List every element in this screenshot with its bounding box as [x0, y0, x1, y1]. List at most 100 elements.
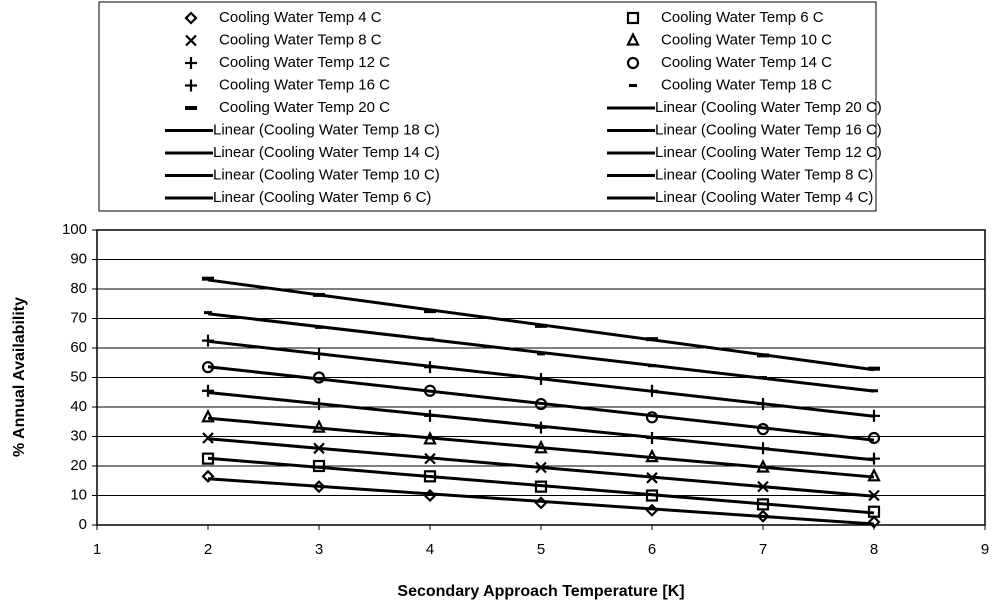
marker: [312, 371, 326, 384]
trendline: [207, 416, 875, 479]
marker-part: [312, 419, 326, 433]
y-tick-label: 10: [70, 486, 87, 503]
marker-part: [201, 361, 215, 374]
marker-part: [867, 431, 881, 445]
marker-part: [424, 452, 436, 465]
legend-label: Cooling Water Temp 6 C: [661, 9, 824, 26]
marker: [201, 408, 215, 423]
x-tick-label: 2: [204, 541, 212, 558]
y-tick-label: 90: [70, 250, 87, 267]
marker: [313, 347, 325, 360]
legend-symbol-part: [185, 34, 197, 47]
marker: [424, 409, 436, 422]
x-tick-label: 1: [93, 541, 101, 558]
legend-label: Linear (Cooling Water Temp 18 C): [213, 121, 440, 138]
marker-part: [312, 480, 326, 494]
marker-part: [534, 439, 548, 454]
legend-symbol: [185, 79, 197, 92]
marker: [867, 515, 881, 529]
marker: [534, 439, 548, 454]
marker-part: [534, 480, 548, 493]
legend-symbol: [185, 34, 197, 47]
legend-symbol-part: [626, 56, 640, 70]
legend-label: Cooling Water Temp 16 C: [219, 76, 390, 93]
legend-label: Linear (Cooling Water Temp 6 C): [213, 189, 431, 206]
marker: [313, 442, 325, 455]
marker: [534, 397, 548, 411]
legend-label: Linear (Cooling Water Temp 14 C): [213, 144, 440, 161]
marker-part: [535, 461, 547, 474]
y-tick-label: 20: [70, 457, 87, 474]
y-tick-label: 100: [62, 221, 87, 238]
legend-label: Cooling Water Temp 18 C: [661, 76, 832, 93]
y-tick-label: 60: [70, 339, 87, 356]
marker: [423, 488, 437, 503]
marker: [646, 384, 658, 397]
marker-part: [534, 496, 548, 510]
marker: [535, 421, 547, 434]
legend-symbol: [626, 56, 640, 70]
x-tick-label: 3: [315, 541, 323, 558]
marker: [202, 432, 214, 444]
x-tick-label: 5: [537, 541, 545, 558]
legend-label: Linear (Cooling Water Temp 16 C): [655, 121, 882, 138]
marker: [645, 503, 659, 517]
legend-symbol-part: [626, 11, 640, 25]
marker: [867, 467, 881, 482]
y-tick-label: 50: [70, 368, 87, 385]
x-tick-label: 9: [981, 541, 989, 558]
marker: [756, 459, 770, 473]
marker-part: [756, 498, 770, 511]
legend-symbol: [184, 11, 198, 25]
marker: [312, 419, 326, 433]
marker: [424, 361, 436, 374]
legend-label: Cooling Water Temp 12 C: [219, 54, 390, 71]
marker-part: [645, 448, 659, 463]
marker: [535, 372, 547, 385]
legend-label: Cooling Water Temp 4 C: [219, 9, 382, 26]
marker: [202, 384, 214, 397]
marker-part: [756, 459, 770, 473]
y-axis-title: % Annual Availability: [11, 297, 28, 457]
marker-part: [868, 489, 880, 502]
marker: [424, 452, 436, 465]
marker: [646, 472, 658, 484]
marker: [645, 489, 659, 502]
marker-part: [756, 509, 770, 523]
y-tick-label: 0: [79, 516, 87, 533]
x-tick-label: 7: [759, 541, 767, 558]
legend-label: Cooling Water Temp 14 C: [661, 54, 832, 71]
marker: [757, 442, 769, 455]
legend-label: Linear (Cooling Water Temp 8 C): [655, 166, 873, 183]
marker-part: [423, 488, 437, 503]
legend-symbol: [185, 57, 197, 69]
trendline: [207, 456, 875, 515]
marker: [201, 361, 215, 374]
legend-label: Linear (Cooling Water Temp 10 C): [213, 166, 440, 183]
marker: [868, 409, 880, 422]
marker: [423, 430, 437, 445]
marker-part: [757, 480, 769, 493]
x-tick-label: 6: [648, 541, 656, 558]
marker: [535, 461, 547, 474]
legend-symbol-part: [626, 32, 640, 46]
marker-part: [313, 442, 325, 455]
marker-part: [645, 411, 659, 424]
marker: [757, 398, 769, 411]
legend-label: Linear (Cooling Water Temp 12 C): [655, 144, 882, 161]
marker: [756, 423, 770, 436]
marker: [534, 480, 548, 493]
marker: [312, 459, 326, 473]
marker: [867, 431, 881, 445]
marker: [423, 470, 437, 483]
legend-label: Cooling Water Temp 20 C: [219, 99, 390, 116]
marker-part: [867, 505, 881, 518]
marker: [646, 431, 658, 444]
legend-box: [98, 1, 877, 212]
legend-symbol-part: [184, 11, 198, 25]
legend-label: Cooling Water Temp 8 C: [219, 31, 382, 48]
marker-part: [423, 470, 437, 483]
x-tick-label: 8: [870, 541, 878, 558]
legend-label: Linear (Cooling Water Temp 20 C): [655, 99, 882, 116]
